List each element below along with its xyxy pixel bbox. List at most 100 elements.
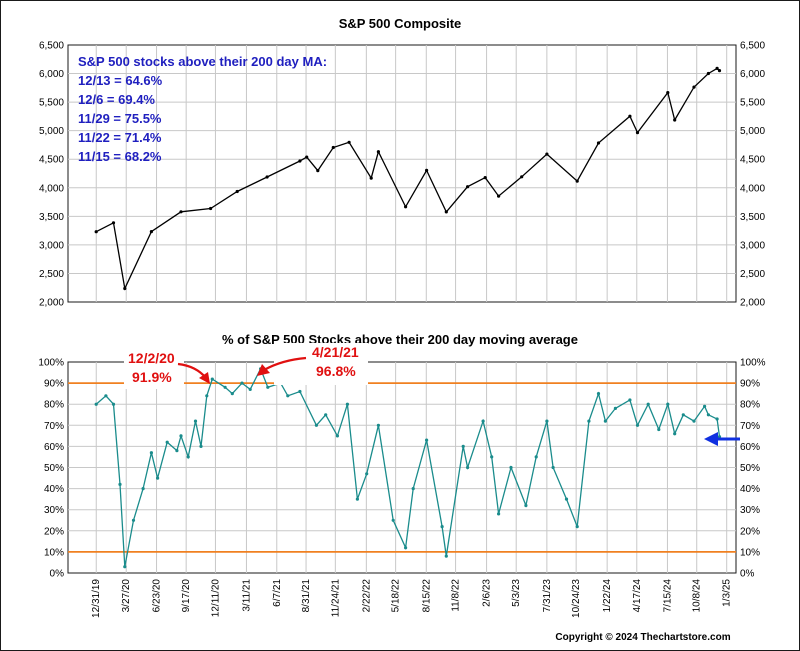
x-tick-label: 5/3/23 xyxy=(511,579,522,607)
pct-point xyxy=(94,402,98,406)
sp500-point xyxy=(520,175,524,179)
pct-point xyxy=(404,546,408,550)
pct-point xyxy=(497,512,501,516)
x-axis-tick-labels: 12/31/19 3/27/20 6/23/20 9/17/20 12/11/20 3/1… xyxy=(91,579,732,618)
annotation-bg xyxy=(274,343,368,385)
sp500-gridlines xyxy=(68,45,736,302)
pct-point xyxy=(324,413,328,417)
breadth-y-tick-label: 60% xyxy=(740,442,760,453)
pct-point xyxy=(411,487,415,491)
sp500-point xyxy=(497,194,501,198)
breadth-y-ticks-left: 0% 10% 20% 30% 40% 50% 60% 70% 80% 90% 100% xyxy=(38,358,64,580)
x-tick-label: 11/24/21 xyxy=(330,579,341,618)
pct-above-200dma-points xyxy=(94,367,722,569)
sp500-title: S&P 500 Composite xyxy=(339,16,462,31)
copyright: Copyright © 2024 Thechartstore.com xyxy=(555,632,730,643)
pct-point xyxy=(534,455,538,459)
breadth-y-tick-label: 0% xyxy=(740,569,755,580)
sp500-y-ticks-left: 2,000 2,500 3,000 3,500 4,000 4,500 5,000 5,500… xyxy=(39,41,64,309)
breadth-y-tick-label: 80% xyxy=(740,400,760,411)
sp500-y-tick-label: 4,000 xyxy=(39,183,64,194)
pct-point xyxy=(524,503,528,508)
pct-point xyxy=(131,518,136,522)
breadth-y-tick-label: 10% xyxy=(44,547,64,558)
sp500-y-tick-label: 3,000 xyxy=(740,240,765,251)
sp500-point xyxy=(717,69,722,73)
pct-point xyxy=(156,476,160,480)
x-tick-label: 10/24/23 xyxy=(571,579,582,618)
sp500-point xyxy=(483,176,487,180)
pct-point xyxy=(715,417,719,421)
pct-point xyxy=(199,444,203,448)
sp500-point xyxy=(209,206,213,211)
pct-point xyxy=(692,419,696,423)
sp500-point xyxy=(149,230,153,234)
breadth-box: S&P 500 stocks above their 200 day MA: 1… xyxy=(78,54,327,164)
breadth-y-tick-label: 60% xyxy=(44,442,64,453)
sp500-y-tick-label: 3,500 xyxy=(39,212,64,223)
annotation-value: 91.9% xyxy=(132,369,172,385)
x-tick-label: 9/17/20 xyxy=(181,579,192,613)
pct-point xyxy=(186,455,190,459)
breadth-y-tick-label: 0% xyxy=(50,569,65,580)
pct-point xyxy=(111,402,116,406)
sp500-y-ticks-right: 2,000 2,500 3,000 3,500 4,000 4,500 5,000 5,500… xyxy=(740,41,765,309)
sp500-point xyxy=(369,176,373,180)
breadth-box-title: S&P 500 stocks above their 200 day MA: xyxy=(78,54,327,69)
sp500-y-tick-label: 2,000 xyxy=(39,298,64,309)
pct-point xyxy=(628,398,632,402)
sp500-point xyxy=(298,159,302,163)
x-tick-label: 8/31/21 xyxy=(301,579,312,613)
breadth-row: 11/15 = 68.2% xyxy=(78,149,162,164)
breadth-y-tick-label: 30% xyxy=(740,505,760,516)
breadth-y-tick-label: 70% xyxy=(44,421,64,432)
pct-point xyxy=(673,432,677,436)
sp500-panel: S&P 500 Composite 2,000 2,500 3,000 3,500 4,… xyxy=(39,16,765,309)
x-tick-label: 12/31/19 xyxy=(91,579,102,618)
pct-point xyxy=(551,465,555,470)
pct-point xyxy=(440,525,444,529)
x-tick-label: 3/11/21 xyxy=(241,579,252,612)
pct-point xyxy=(345,402,349,406)
sp500-y-tick-label: 2,000 xyxy=(740,298,765,309)
pct-point xyxy=(706,413,711,417)
sp500-y-tick-label: 2,500 xyxy=(39,269,64,280)
breadth-gridlines xyxy=(68,362,736,573)
x-tick-label: 11/8/22 xyxy=(451,579,462,612)
pct-point xyxy=(613,406,618,410)
sp500-plot-area xyxy=(67,44,737,303)
pct-point xyxy=(666,402,670,406)
breadth-y-tick-label: 70% xyxy=(740,421,760,432)
x-tick-label: 1/22/24 xyxy=(602,579,613,613)
breadth-y-tick-label: 10% xyxy=(740,547,760,558)
sp500-y-tick-label: 6,500 xyxy=(740,41,765,52)
breadth-y-tick-label: 20% xyxy=(44,526,64,537)
sp500-point xyxy=(316,169,320,173)
pct-point xyxy=(575,525,579,529)
pct-point xyxy=(391,518,395,522)
x-tick-label: 6/23/20 xyxy=(152,579,163,613)
annotation-bg xyxy=(124,349,184,389)
pct-point xyxy=(587,419,591,423)
breadth-row: 12/6 = 69.4% xyxy=(78,92,155,107)
pct-point xyxy=(703,404,707,408)
sp500-point xyxy=(666,91,670,95)
sp500-y-tick-label: 4,500 xyxy=(740,155,765,166)
pct-point xyxy=(425,438,429,442)
pct-point xyxy=(355,497,359,501)
breadth-y-tick-label: 80% xyxy=(44,400,64,411)
sp500-point xyxy=(628,114,632,118)
x-tick-label: 6/7/21 xyxy=(272,579,283,607)
sp500-point xyxy=(235,189,239,194)
sp500-point xyxy=(635,131,640,135)
pct-point xyxy=(564,497,569,501)
sp500-y-tick-label: 3,000 xyxy=(39,240,64,251)
sp500-point xyxy=(596,141,601,145)
pct-point xyxy=(165,440,169,444)
pct-point xyxy=(461,444,465,448)
x-tick-label: 4/17/24 xyxy=(632,579,643,613)
x-tick-label: 12/11/20 xyxy=(210,579,221,618)
pct-point xyxy=(466,465,470,470)
x-tick-label: 10/8/24 xyxy=(692,579,703,613)
